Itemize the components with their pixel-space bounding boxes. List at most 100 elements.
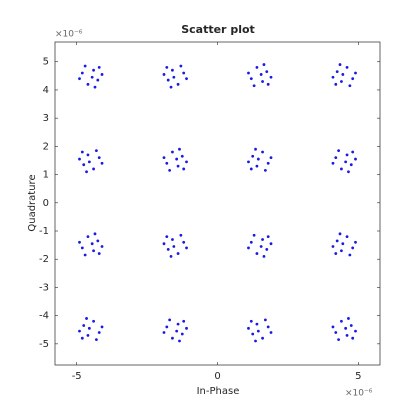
- point: [337, 338, 341, 342]
- y-tick-label: -3: [39, 282, 49, 293]
- point: [165, 325, 169, 329]
- point: [180, 154, 184, 158]
- point: [251, 154, 255, 158]
- point: [341, 73, 345, 76]
- point: [263, 318, 267, 322]
- point: [185, 246, 188, 250]
- point: [348, 84, 352, 88]
- point: [82, 324, 86, 327]
- point: [185, 77, 188, 81]
- point: [92, 68, 95, 72]
- point: [176, 164, 180, 168]
- point: [354, 240, 357, 244]
- point: [256, 329, 260, 333]
- point: [255, 322, 259, 326]
- point: [90, 75, 94, 79]
- point: [172, 75, 176, 79]
- point: [86, 153, 90, 157]
- point: [259, 73, 263, 76]
- point: [176, 322, 180, 326]
- point: [345, 333, 349, 337]
- point: [92, 319, 95, 323]
- point: [340, 167, 343, 171]
- point: [175, 329, 179, 333]
- point: [249, 319, 253, 323]
- point: [85, 170, 88, 174]
- x-tick-label: 0: [214, 371, 220, 382]
- point: [338, 232, 342, 236]
- point: [78, 240, 81, 244]
- axes-box: [54, 41, 381, 366]
- point: [182, 167, 186, 171]
- chart-title: Scatter plot: [181, 23, 255, 36]
- point: [351, 77, 355, 81]
- point: [169, 254, 173, 258]
- point: [162, 73, 166, 76]
- point: [165, 65, 169, 69]
- point: [334, 252, 338, 255]
- point: [338, 63, 342, 66]
- point: [269, 331, 273, 334]
- point: [169, 85, 173, 89]
- y-tick-label: -5: [39, 339, 49, 350]
- point: [252, 233, 256, 237]
- point: [351, 246, 355, 250]
- point: [345, 65, 349, 69]
- point: [179, 64, 183, 68]
- point: [83, 253, 87, 257]
- point: [96, 239, 100, 243]
- point: [93, 85, 97, 89]
- point: [96, 78, 100, 82]
- point: [261, 150, 264, 154]
- point: [247, 246, 250, 250]
- point: [166, 78, 170, 82]
- point: [90, 242, 94, 246]
- point: [247, 160, 250, 164]
- point: [247, 71, 250, 75]
- point: [180, 332, 184, 336]
- point: [166, 247, 170, 251]
- point: [252, 84, 256, 88]
- x-tick-label: 5: [355, 371, 361, 382]
- point: [340, 249, 343, 253]
- point: [347, 170, 350, 174]
- point: [334, 331, 338, 334]
- point: [100, 161, 104, 165]
- point: [178, 147, 181, 151]
- point: [182, 71, 186, 75]
- point: [80, 246, 84, 250]
- point: [348, 253, 352, 257]
- point: [94, 149, 98, 153]
- point: [261, 238, 264, 241]
- point: [351, 336, 355, 340]
- point: [93, 232, 97, 236]
- point: [78, 77, 81, 81]
- point: [165, 161, 169, 165]
- point: [94, 338, 98, 342]
- point: [354, 329, 357, 333]
- point: [175, 157, 179, 161]
- point: [87, 326, 91, 330]
- point: [344, 326, 348, 330]
- point: [331, 245, 335, 248]
- point: [162, 242, 166, 246]
- point: [331, 75, 335, 79]
- y-tick-label: 1: [43, 170, 49, 181]
- point: [347, 317, 350, 320]
- point: [168, 318, 172, 322]
- point: [340, 80, 343, 83]
- point: [100, 245, 104, 248]
- point: [344, 160, 348, 164]
- point: [259, 245, 263, 248]
- point: [262, 63, 266, 66]
- point: [262, 254, 266, 258]
- y-tick-label: 0: [43, 198, 49, 209]
- point: [349, 324, 353, 327]
- y-tick-label: -2: [39, 254, 49, 265]
- point: [78, 157, 81, 161]
- point: [335, 239, 339, 243]
- point: [331, 325, 335, 329]
- point: [171, 150, 174, 154]
- point: [162, 331, 166, 334]
